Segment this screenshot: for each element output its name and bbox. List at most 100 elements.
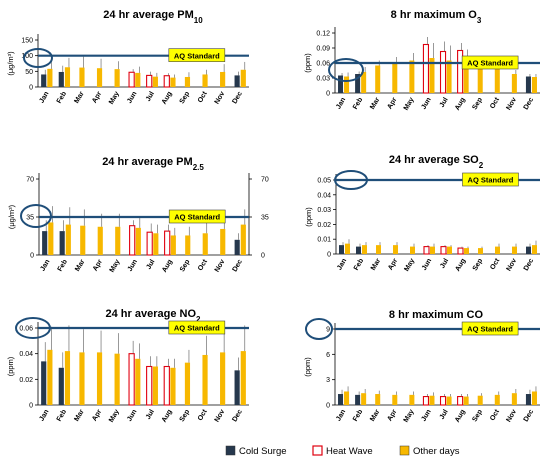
x-tick-label: Jan (39, 259, 51, 273)
bar-other-days (362, 245, 367, 254)
bar-other-days (344, 76, 350, 93)
bar-other-days (115, 226, 121, 255)
x-tick-label: Sep (179, 91, 191, 106)
aq-standard-label: AQ Standard (174, 51, 220, 60)
bar-heat-wave (128, 71, 135, 88)
aq-standard-label: AQ Standard (174, 324, 220, 333)
bar-other-days (361, 393, 367, 405)
x-tick-label: Jul (439, 96, 450, 108)
x-tick-label: Sep (179, 259, 191, 274)
bar-cold-surge (41, 74, 47, 87)
x-tick-label: Dec (231, 258, 244, 273)
x-tick-label: Feb (57, 259, 69, 273)
aq-standard-box (462, 172, 519, 187)
bar-heat-wave (129, 225, 136, 256)
y-tick-label: 6 (326, 352, 330, 359)
x-tick-label: Jan (335, 409, 347, 423)
y-tick-label: 0.03 (317, 207, 331, 214)
x-tick-label: May (403, 96, 416, 111)
panel-pm10: 24 hr average PM10 0 50 100 150 (μg/m³) Jan Feb… (6, 9, 249, 106)
bar-heat-wave (163, 75, 170, 88)
bar-cold-surge (526, 246, 531, 254)
chart-title: 24 hr average SO2 (389, 154, 484, 170)
bar-heat-wave (457, 247, 464, 255)
bar-other-days (409, 394, 415, 405)
chart-title: 8 hr maximum CO (389, 309, 484, 321)
x-tick-label: Aug (161, 91, 174, 106)
bar-other-days (478, 248, 483, 254)
x-tick-label: Mar (369, 96, 381, 111)
panel-no2: 24 hr average NO2 0 0.02 0.04 0.06 (ppm) Jan Fe… (6, 308, 249, 424)
bar-other-days (430, 246, 435, 254)
bar-other-days (446, 396, 452, 405)
legend-swatch-heat (312, 445, 323, 456)
bar-cold-surge (525, 394, 531, 405)
bar-other-days (463, 62, 469, 93)
y-tick-label: 0.12 (316, 31, 330, 38)
bar-other-days (47, 349, 53, 405)
x-tick-label: Aug (161, 259, 174, 274)
panel-co: 8 hr maximum CO 0 3 6 9 (ppm) Jan Feb Mar Apr May J… (303, 309, 540, 424)
bar-other-days (202, 354, 208, 405)
x-tick-label: Aug (454, 97, 467, 112)
y-tick-label: 0.04 (19, 351, 33, 358)
bar-heat-wave (146, 74, 153, 88)
bar-cold-surge (338, 394, 344, 405)
bar-other-days (511, 74, 517, 93)
x-tick-label: Nov (505, 408, 518, 423)
chart-title: 24 hr average PM2.5 (102, 156, 204, 172)
aq-standard-box (461, 321, 519, 336)
bar-other-days (97, 226, 103, 255)
x-tick-label: Sep (179, 409, 191, 424)
x-tick-label: Aug (454, 409, 467, 424)
x-tick-label: Dec (523, 408, 536, 423)
y-tick-label: 0 (326, 91, 330, 98)
x-tick-label: Apr (386, 96, 398, 110)
bar-other-days (532, 245, 537, 254)
bar-cold-surge (356, 246, 361, 254)
x-tick-label: Mar (73, 408, 85, 423)
panel-o3: 8 hr maximum O3 0 0.03 0.06 0.09 0.12 (ppm) Jan… (303, 9, 540, 112)
bar-other-days (240, 224, 246, 255)
bar-heat-wave (164, 230, 171, 256)
bar-other-days (114, 353, 120, 405)
bar-other-days (202, 74, 208, 87)
y-axis-label: (ppm) (6, 356, 15, 376)
bar-other-days (47, 68, 53, 87)
chart-title: 24 hr average NO2 (106, 308, 202, 324)
y-tick-label: 9 (326, 327, 330, 334)
panel-pm25: 24 hr average PM2.5 0 35 70 0 35 70 (μg/m³) Jan F… (7, 156, 269, 274)
x-tick-label: Jun (126, 409, 138, 423)
x-tick-label: Nov (214, 258, 227, 273)
bar-cold-surge (58, 367, 64, 405)
y-tick-label: 150 (21, 38, 33, 45)
y-right-tick-label: 0 (261, 253, 265, 260)
bar-heat-wave (146, 231, 153, 256)
bar-cold-surge (234, 239, 240, 255)
bar-heat-wave (163, 365, 170, 406)
y-axis-label: (ppm) (304, 207, 313, 227)
x-tick-label: Apr (386, 408, 398, 422)
x-tick-label: Jul (145, 408, 156, 420)
aq-standard-label: AQ Standard (468, 176, 514, 185)
bar-other-days (153, 233, 159, 255)
bar-other-days (345, 243, 350, 254)
bar-other-days (202, 233, 208, 255)
x-tick-label: Oct (197, 258, 209, 272)
x-tick-label: Feb (56, 91, 68, 105)
bar-other-days (392, 394, 398, 405)
y-tick-label: 0.09 (316, 46, 330, 53)
bar-other-days (79, 352, 85, 405)
y-tick-label: 0.03 (316, 76, 330, 83)
bar-other-days (531, 77, 537, 93)
x-tick-label: Sep (472, 258, 484, 273)
bar-cold-surge (338, 75, 344, 93)
x-tick-label: Oct (489, 257, 501, 271)
bar-cold-surge (355, 74, 361, 93)
legend-label-heat: Heat Wave (326, 446, 373, 457)
standard-value-circle (328, 58, 364, 82)
bar-heat-wave (146, 365, 153, 406)
x-tick-label: Feb (352, 409, 364, 423)
chart-title: 24 hr average PM10 (103, 9, 203, 25)
y-tick-label: 0.02 (317, 222, 331, 229)
